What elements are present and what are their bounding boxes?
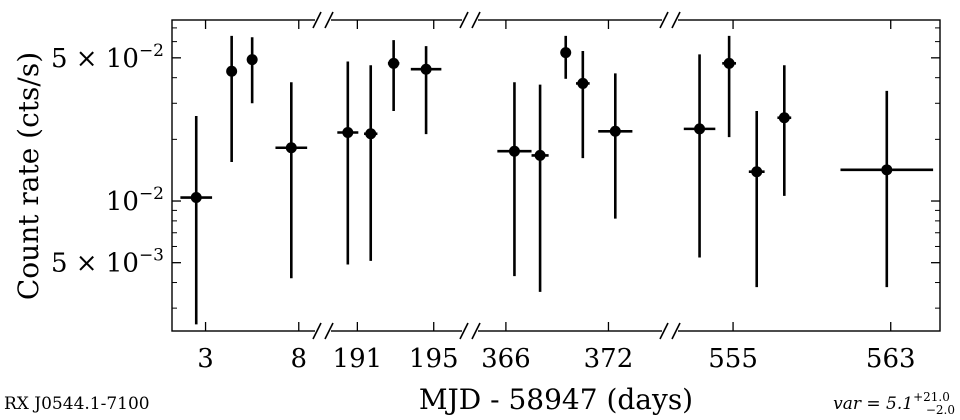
axis-break-slash xyxy=(659,322,669,340)
y-tick-label-base: 5 × 10 xyxy=(51,249,139,279)
data-marker xyxy=(190,192,202,204)
x-tick-label: 366 xyxy=(481,344,531,374)
data-marker xyxy=(694,123,706,135)
data-marker xyxy=(751,166,763,178)
data-point xyxy=(387,40,400,112)
y-tick-label-exponent: −3 xyxy=(139,246,164,266)
source-name-label: RX J0544.1-7100 xyxy=(4,394,150,414)
plot-frame xyxy=(171,19,941,332)
data-marker xyxy=(534,149,546,161)
data-point xyxy=(531,84,549,292)
x-tick-label: 3 xyxy=(197,344,214,374)
data-marker xyxy=(285,142,297,154)
axis-break-slash xyxy=(459,11,469,29)
data-point xyxy=(180,116,213,325)
data-marker xyxy=(365,128,377,140)
axis-break-slash xyxy=(659,11,669,29)
x-tick-label: 555 xyxy=(708,344,758,374)
data-point xyxy=(410,46,442,135)
data-point xyxy=(226,35,238,163)
data-marker xyxy=(723,57,735,69)
data-marker xyxy=(577,77,589,89)
data-point xyxy=(748,111,765,288)
variability-minus: −2.0 xyxy=(926,403,955,417)
axis-break-slash xyxy=(671,322,681,340)
x-tick-label: 8 xyxy=(290,344,307,374)
data-marker xyxy=(778,112,790,124)
y-tick-label-base: 10 xyxy=(106,187,139,217)
axis-break-slash xyxy=(312,322,322,340)
data-marker xyxy=(226,65,238,77)
axis-break-slash xyxy=(324,11,334,29)
variability-label: var = 5.1+21.0 −2.0 xyxy=(833,390,955,417)
y-tick-label: 5 × 10−3 xyxy=(51,246,164,279)
data-point xyxy=(840,90,934,288)
data-marker xyxy=(609,125,621,137)
data-point xyxy=(575,50,590,159)
y-tick-label-exponent: −2 xyxy=(139,184,164,204)
data-point xyxy=(683,54,716,258)
data-marker xyxy=(881,164,893,176)
axis-break-slash xyxy=(459,322,469,340)
data-point xyxy=(364,65,378,261)
data-point xyxy=(598,73,633,219)
axis-break-slash xyxy=(471,11,481,29)
data-marker xyxy=(342,127,354,139)
y-axis-title: Count rate (cts/s) xyxy=(12,52,45,300)
y-tick-label-base: 5 × 10 xyxy=(51,44,139,74)
data-marker xyxy=(420,63,432,75)
data-marker xyxy=(560,47,572,59)
variability-value: var = 5.1 xyxy=(833,394,913,414)
variability-plus: +21.0 xyxy=(913,390,950,404)
data-point xyxy=(275,82,308,279)
y-tick-label: 5 × 10−2 xyxy=(51,41,164,74)
x-tick-label: 195 xyxy=(409,344,459,374)
axis-break-slash xyxy=(471,322,481,340)
y-tick-label: 10−2 xyxy=(106,184,164,217)
data-marker xyxy=(508,145,520,157)
x-tick-label: 191 xyxy=(333,344,383,374)
data-point xyxy=(777,65,792,196)
axis-break-slash xyxy=(312,11,322,29)
data-point xyxy=(246,37,258,104)
x-axis-title: MJD - 58947 (days) xyxy=(419,383,693,416)
axis-break-slash xyxy=(324,322,334,340)
data-point xyxy=(722,35,737,138)
data-marker xyxy=(388,57,400,69)
x-tick-label: 372 xyxy=(584,344,634,374)
axis-break-slash xyxy=(671,11,681,29)
x-tick-label: 563 xyxy=(866,344,916,374)
data-point xyxy=(337,61,359,265)
data-point xyxy=(497,82,532,277)
data-marker xyxy=(246,54,258,66)
data-point xyxy=(560,35,572,79)
y-tick-label-exponent: −2 xyxy=(139,41,164,61)
plot-layer: 5 × 10−210−25 × 10−33 8 191 195 366 372 555 563 xyxy=(51,11,941,374)
